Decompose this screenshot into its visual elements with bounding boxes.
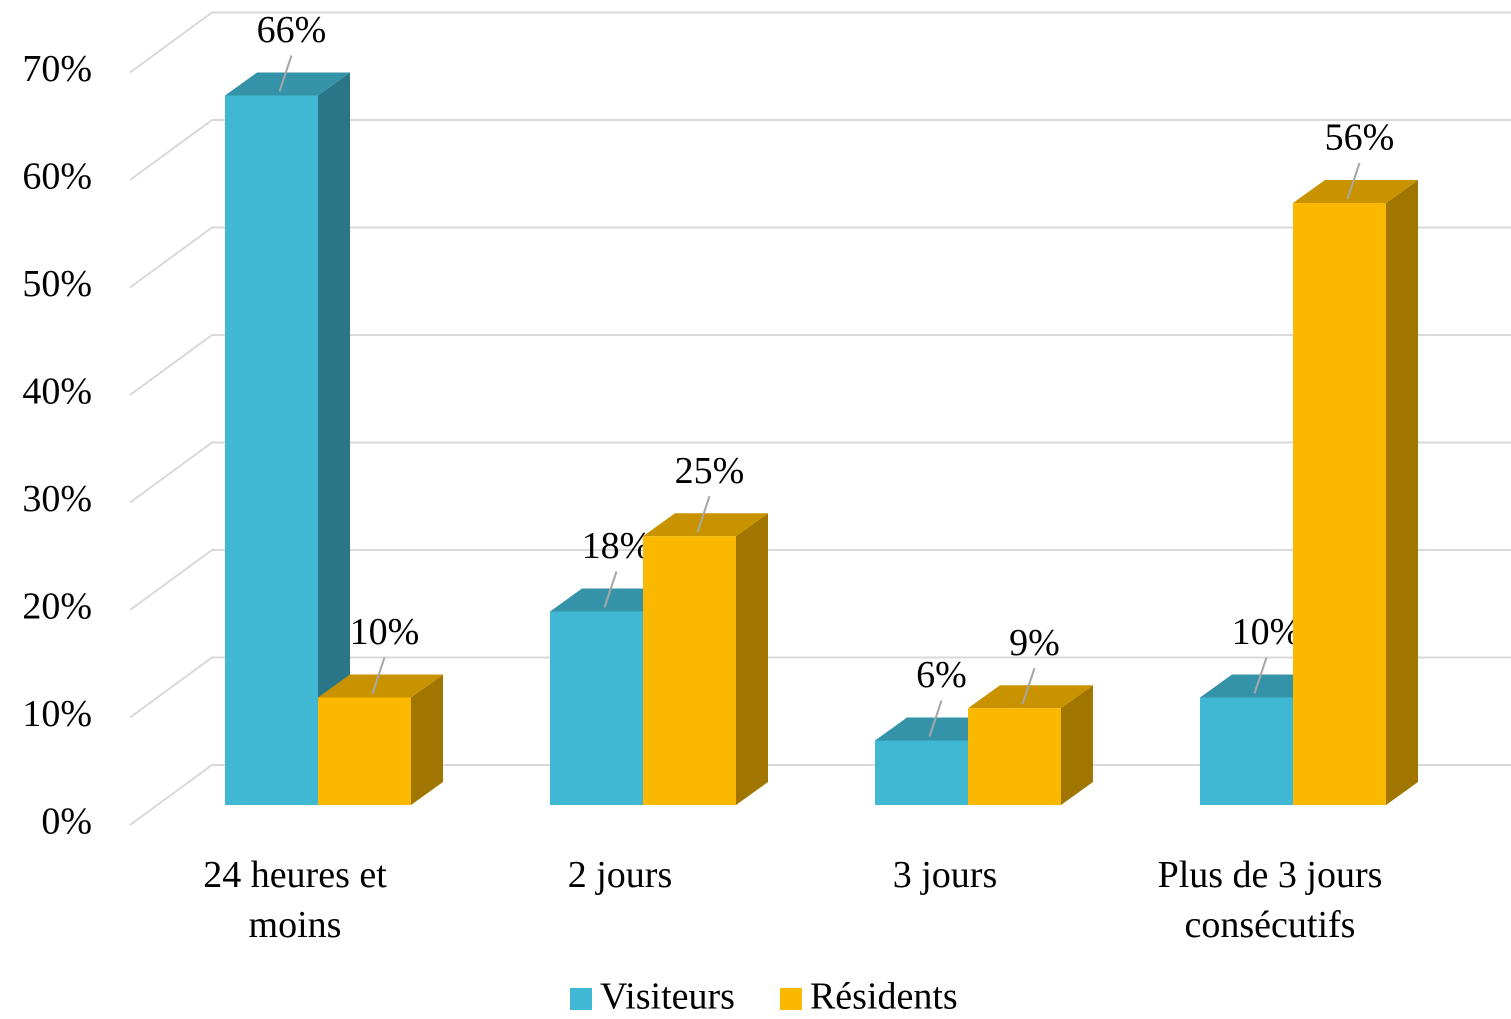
y-tick-label: 40% <box>22 371 92 413</box>
legend-label: Résidents <box>810 976 958 1018</box>
legend-swatch <box>570 988 592 1010</box>
data-label: 25% <box>675 450 745 492</box>
leader-line <box>1346 162 1361 200</box>
leader-line <box>696 495 711 533</box>
leader-line <box>1253 657 1268 694</box>
bar-side <box>318 72 350 805</box>
bar-top <box>643 513 768 537</box>
data-label: 10% <box>350 611 420 653</box>
leader-line <box>278 55 293 92</box>
data-label: 9% <box>1009 622 1060 664</box>
bar-side <box>411 674 443 805</box>
bar-side <box>1061 685 1093 805</box>
grid-line <box>129 226 1511 289</box>
bar <box>1293 203 1386 805</box>
x-tick-label: 2 jours <box>567 854 673 896</box>
grid-line <box>129 334 1511 396</box>
bar-top <box>318 674 443 698</box>
x-tick-label: 24 heures et moins <box>203 854 387 946</box>
bar <box>643 536 736 805</box>
y-tick-label: 60% <box>22 156 92 198</box>
leader-line <box>603 571 618 608</box>
leader-line <box>928 700 943 737</box>
grid-line <box>129 656 1511 719</box>
data-label: 66% <box>257 9 327 51</box>
bar-top <box>225 72 350 96</box>
bar-top <box>968 685 1093 709</box>
bar <box>968 708 1061 805</box>
y-tick-label: 0% <box>41 801 92 843</box>
bar <box>875 740 968 805</box>
legend-swatch <box>779 988 802 1010</box>
leader-line <box>371 657 386 694</box>
y-tick-label: 70% <box>22 48 92 90</box>
bar-side <box>736 513 768 805</box>
data-label: 18% <box>582 525 652 567</box>
bar <box>225 95 318 805</box>
bar-top <box>1293 180 1418 203</box>
data-label: 6% <box>916 654 967 696</box>
data-label: 56% <box>1325 117 1395 159</box>
data-label: 10% <box>1232 611 1302 653</box>
bar <box>1200 697 1293 805</box>
bar <box>550 611 643 805</box>
grid-line <box>129 549 1511 611</box>
x-tick-label: 3 jours <box>892 854 998 896</box>
y-tick-label: 10% <box>22 693 92 735</box>
y-tick-label: 30% <box>22 478 92 520</box>
grid-line <box>129 119 1511 181</box>
bar <box>318 697 411 805</box>
grid-line <box>129 11 1511 74</box>
bar-side <box>1386 180 1418 805</box>
leader-line <box>1021 667 1036 705</box>
grid-line <box>129 441 1511 504</box>
legend-label: Visiteurs <box>600 976 735 1018</box>
y-tick-label: 20% <box>22 586 92 628</box>
x-tick-label: Plus de 3 jours consécutifs <box>1157 854 1383 946</box>
y-tick-label: 50% <box>22 263 92 305</box>
